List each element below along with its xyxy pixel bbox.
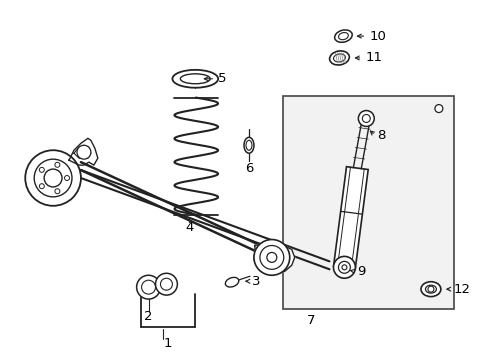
Ellipse shape [245, 140, 251, 150]
Circle shape [34, 159, 72, 197]
Ellipse shape [172, 70, 218, 88]
Circle shape [25, 150, 81, 206]
Circle shape [136, 275, 160, 299]
Ellipse shape [329, 51, 348, 65]
Text: 4: 4 [185, 221, 193, 234]
Circle shape [55, 189, 60, 194]
Circle shape [338, 261, 350, 273]
Circle shape [362, 114, 369, 122]
Circle shape [155, 273, 177, 295]
Circle shape [160, 278, 172, 290]
Ellipse shape [180, 74, 210, 84]
Ellipse shape [338, 32, 347, 40]
Text: 9: 9 [357, 265, 365, 278]
Circle shape [77, 145, 91, 159]
Ellipse shape [225, 278, 238, 287]
Polygon shape [253, 243, 294, 274]
Circle shape [142, 280, 155, 294]
Circle shape [434, 105, 442, 113]
Bar [282, 96, 453, 309]
Text: 1: 1 [163, 337, 172, 350]
Polygon shape [333, 167, 367, 269]
Text: 10: 10 [368, 30, 386, 42]
Text: 11: 11 [365, 51, 382, 64]
Circle shape [39, 184, 44, 189]
Circle shape [39, 167, 44, 172]
Circle shape [44, 169, 62, 187]
Text: 6: 6 [244, 162, 253, 175]
Ellipse shape [244, 137, 253, 153]
Ellipse shape [425, 285, 435, 293]
Circle shape [427, 286, 433, 292]
Text: 3: 3 [251, 275, 260, 288]
Text: 7: 7 [307, 314, 315, 327]
Text: 2: 2 [144, 310, 152, 323]
Circle shape [64, 176, 69, 180]
Ellipse shape [420, 282, 440, 297]
Circle shape [260, 246, 283, 269]
Text: 8: 8 [376, 129, 385, 142]
Circle shape [333, 256, 355, 278]
Text: 12: 12 [453, 283, 470, 296]
Circle shape [253, 239, 289, 275]
Ellipse shape [333, 54, 345, 62]
Circle shape [341, 265, 346, 270]
Text: 5: 5 [218, 72, 226, 85]
Ellipse shape [334, 30, 351, 42]
Circle shape [266, 252, 276, 262]
Circle shape [55, 162, 60, 167]
Circle shape [358, 111, 373, 126]
